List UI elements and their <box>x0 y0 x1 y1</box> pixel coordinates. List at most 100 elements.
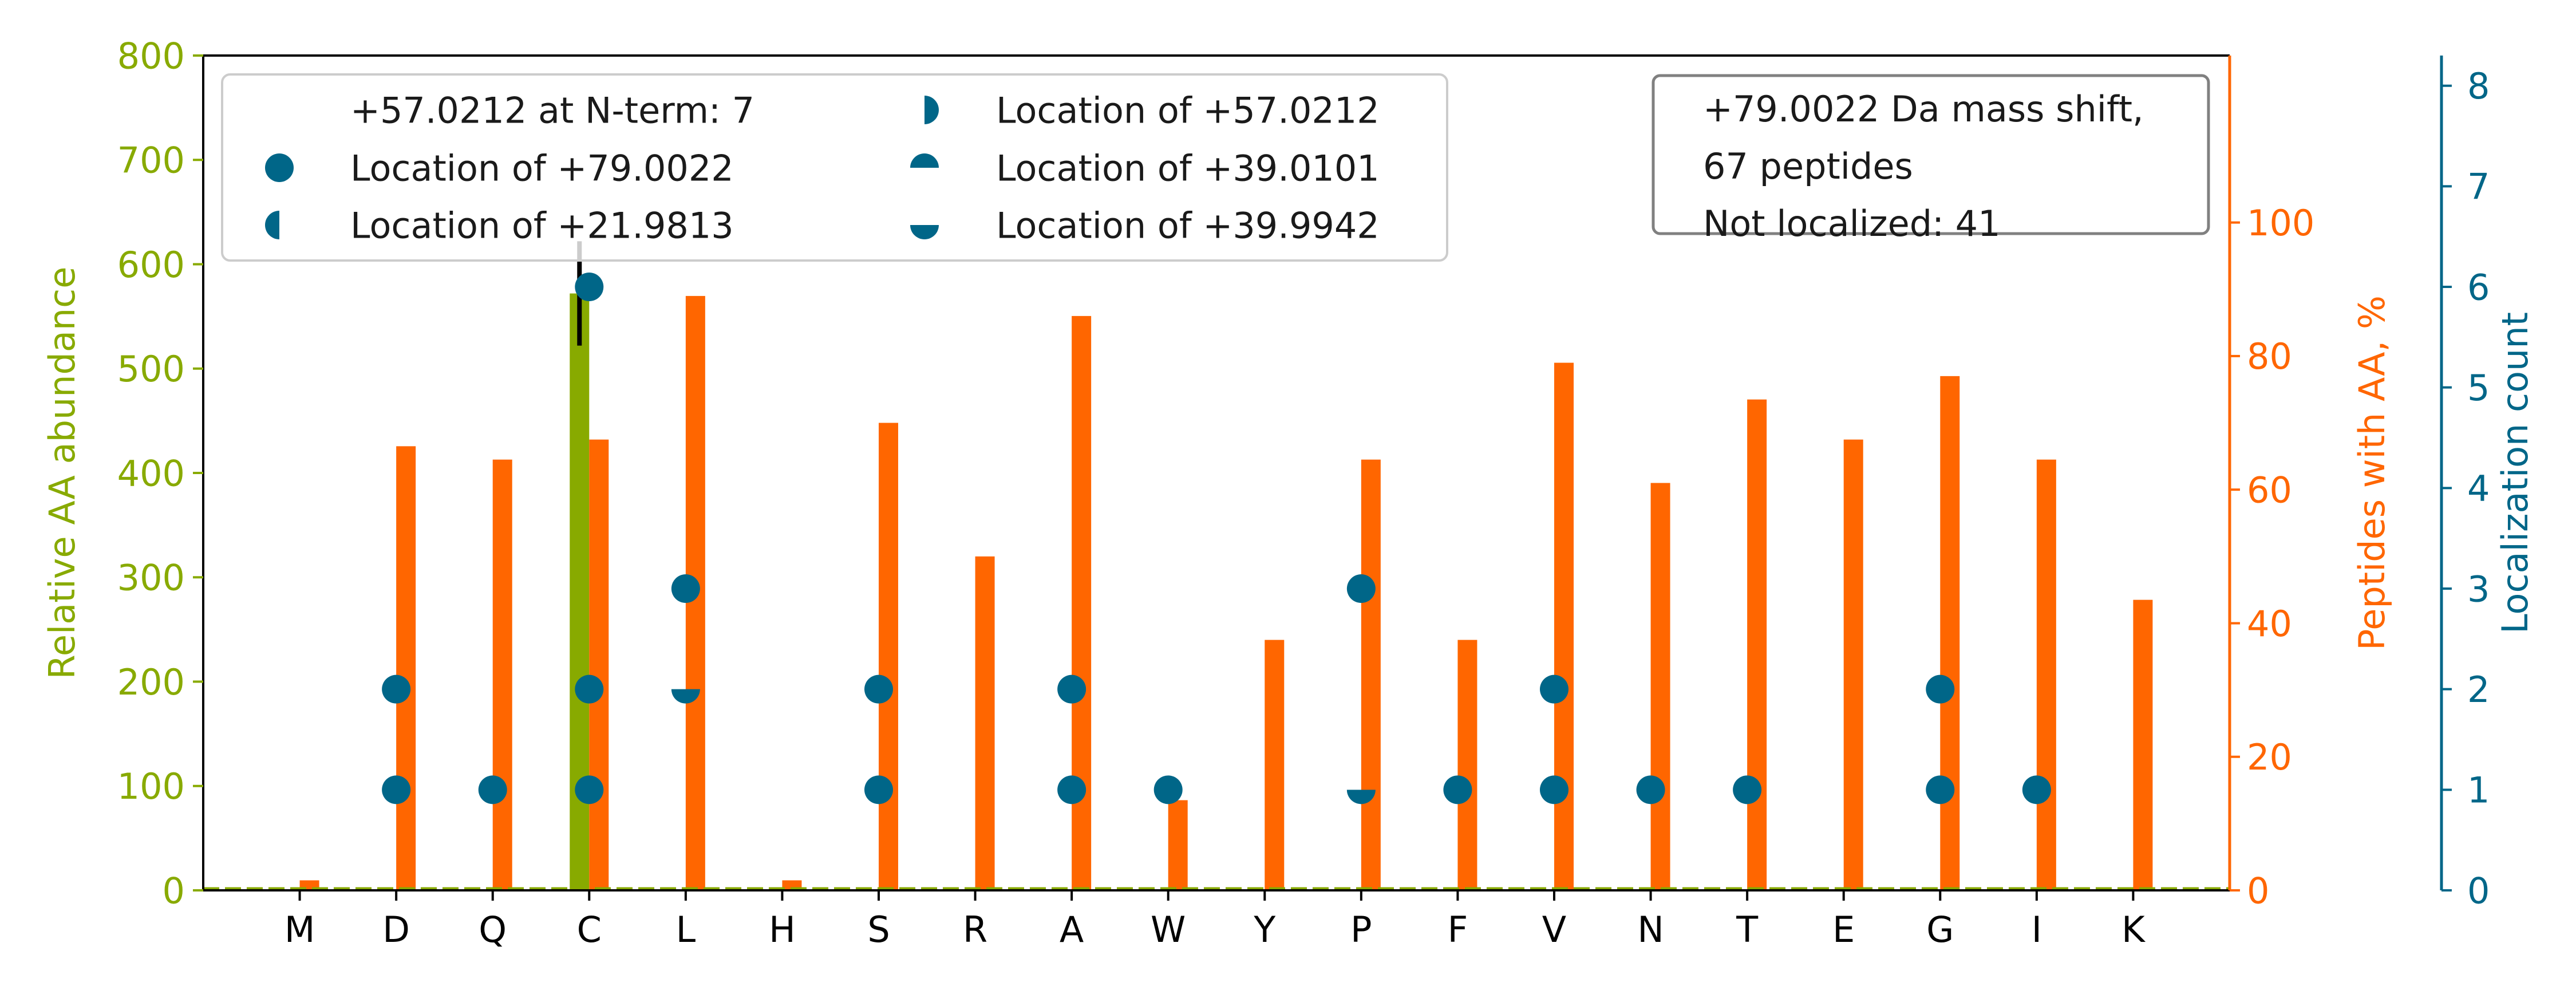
marker-W-12 <box>1153 775 1183 804</box>
marker-S-8 <box>864 674 893 704</box>
legend: +57.0212 at N-term: 7 Location of +79.002… <box>221 73 1448 262</box>
x-tick-label: R <box>963 909 987 950</box>
legend-label-3: Location of +57.0212 <box>996 89 1380 131</box>
x-tick-label: W <box>1151 909 1186 950</box>
x-tick-label: Q <box>479 909 507 950</box>
marker-T-19 <box>1733 775 1762 804</box>
percent-bar-T <box>1747 399 1767 890</box>
left-tick-label: 800 <box>117 35 185 77</box>
marker-V-17 <box>1540 775 1568 804</box>
left-tick-label: 700 <box>117 140 185 182</box>
percent-bar-P <box>1361 459 1381 890</box>
legend-label-4: Location of +39.0101 <box>996 147 1380 189</box>
marker-C-5 <box>575 775 604 804</box>
x-tick-label: I <box>2032 909 2042 950</box>
marker-L-7 <box>671 689 700 704</box>
right2-tick-label: 5 <box>2467 367 2490 409</box>
percent-bar-E <box>1843 439 1863 890</box>
x-tick-label: D <box>382 909 410 950</box>
percent-bar-I <box>2036 459 2056 890</box>
marker-V-16 <box>1540 674 1568 704</box>
x-tick-label: L <box>676 909 696 950</box>
annotation-line-2: Not localized: 41 <box>1703 203 2001 244</box>
legend-marker-5 <box>910 225 939 239</box>
right1-tick-label: 80 <box>2247 336 2292 377</box>
left-axis: 0 100 200 300 400 500 600 700 800 Relative AA abu… <box>41 35 203 912</box>
percent-bar-C <box>589 439 609 890</box>
x-tick-label: K <box>2121 909 2146 950</box>
marker-D-2 <box>382 775 411 804</box>
left-tick-label: 600 <box>117 244 185 286</box>
percent-bar-K <box>2133 599 2153 890</box>
right2-axis-label: Localization count <box>2494 312 2536 634</box>
x-tick-label: T <box>1736 909 1759 950</box>
marker-A-10 <box>1057 674 1086 704</box>
marker-G-20 <box>1926 674 1955 704</box>
left-tick-label: 400 <box>117 452 185 494</box>
x-tick-label: M <box>285 909 315 950</box>
legend-marker-1 <box>265 153 294 182</box>
right2-tick-label: 1 <box>2467 770 2490 811</box>
right1-axis-label: Peptides with AA, % <box>2351 295 2393 650</box>
marker-P-13 <box>1346 574 1376 603</box>
right2-tick-label: 3 <box>2467 568 2490 610</box>
marker-P-14 <box>1346 790 1376 804</box>
marker-G-21 <box>1926 775 1955 804</box>
right2-tick-label: 7 <box>2467 166 2490 208</box>
left-tick-label: 300 <box>117 557 185 599</box>
legend-label-2: Location of +21.9813 <box>350 204 734 246</box>
right2-tick-label: 6 <box>2467 266 2490 308</box>
x-tick-label: Y <box>1253 909 1275 950</box>
percent-bar-F <box>1457 640 1477 890</box>
marker-D-1 <box>382 674 411 704</box>
percent-bar-Q <box>492 459 512 890</box>
marker-Q-3 <box>478 775 507 804</box>
legend-frame <box>221 73 1448 262</box>
legend-label-0: +57.0212 at N-term: 7 <box>350 89 754 131</box>
x-tick-label: H <box>769 909 796 950</box>
marker-I-22 <box>2022 775 2051 804</box>
marker-A-11 <box>1057 775 1086 804</box>
x-tick-label: N <box>1637 909 1664 950</box>
x-tick-label: C <box>577 909 602 950</box>
annotation-line-0: +79.0022 Da mass shift, <box>1703 88 2144 130</box>
legend-label-5: Location of +39.9942 <box>996 204 1380 246</box>
right-axis-percent: 0 20 40 60 80 100 Peptides with AA, % <box>2230 202 2393 912</box>
marker-S-9 <box>864 775 893 804</box>
left-tick-label: 500 <box>117 348 185 390</box>
annotation-frame <box>1652 74 2210 235</box>
right1-tick-label: 40 <box>2247 603 2292 645</box>
peptide-percent-bars <box>299 295 2153 890</box>
x-tick-label: F <box>1448 909 1468 950</box>
x-tick-label: S <box>867 909 890 950</box>
left-tick-label: 0 <box>163 870 185 912</box>
x-tick-label: A <box>1060 909 1084 950</box>
percent-bar-A <box>1072 315 1092 890</box>
legend-marker-4 <box>910 153 939 168</box>
right2-tick-label: 8 <box>2467 65 2490 107</box>
percent-bar-N <box>1650 483 1670 890</box>
legend-marker-3 <box>924 96 939 124</box>
legend-label-1: Location of +79.0022 <box>350 147 734 189</box>
percent-bar-R <box>975 556 995 890</box>
marker-L-6 <box>671 574 700 603</box>
left-axis-label: Relative AA abundance <box>41 267 83 680</box>
right1-tick-label: 0 <box>2247 870 2269 912</box>
right1-tick-label: 60 <box>2247 469 2292 511</box>
percent-bar-W <box>1168 800 1188 890</box>
marker-F-15 <box>1443 775 1472 804</box>
annotation-line-1: 67 peptides <box>1703 145 1913 187</box>
right1-tick-label: 100 <box>2247 202 2314 244</box>
x-tick-label: P <box>1350 909 1372 950</box>
marker-C-0 <box>575 273 604 302</box>
x-tick-label: G <box>1926 909 1954 950</box>
marker-C-4 <box>575 674 604 704</box>
x-tick-label: E <box>1832 909 1855 950</box>
x-tick-label: V <box>1542 909 1566 950</box>
percent-bar-V <box>1554 362 1574 890</box>
percent-bar-Y <box>1265 640 1285 890</box>
marker-N-18 <box>1636 775 1665 804</box>
left-tick-label: 200 <box>117 661 185 703</box>
